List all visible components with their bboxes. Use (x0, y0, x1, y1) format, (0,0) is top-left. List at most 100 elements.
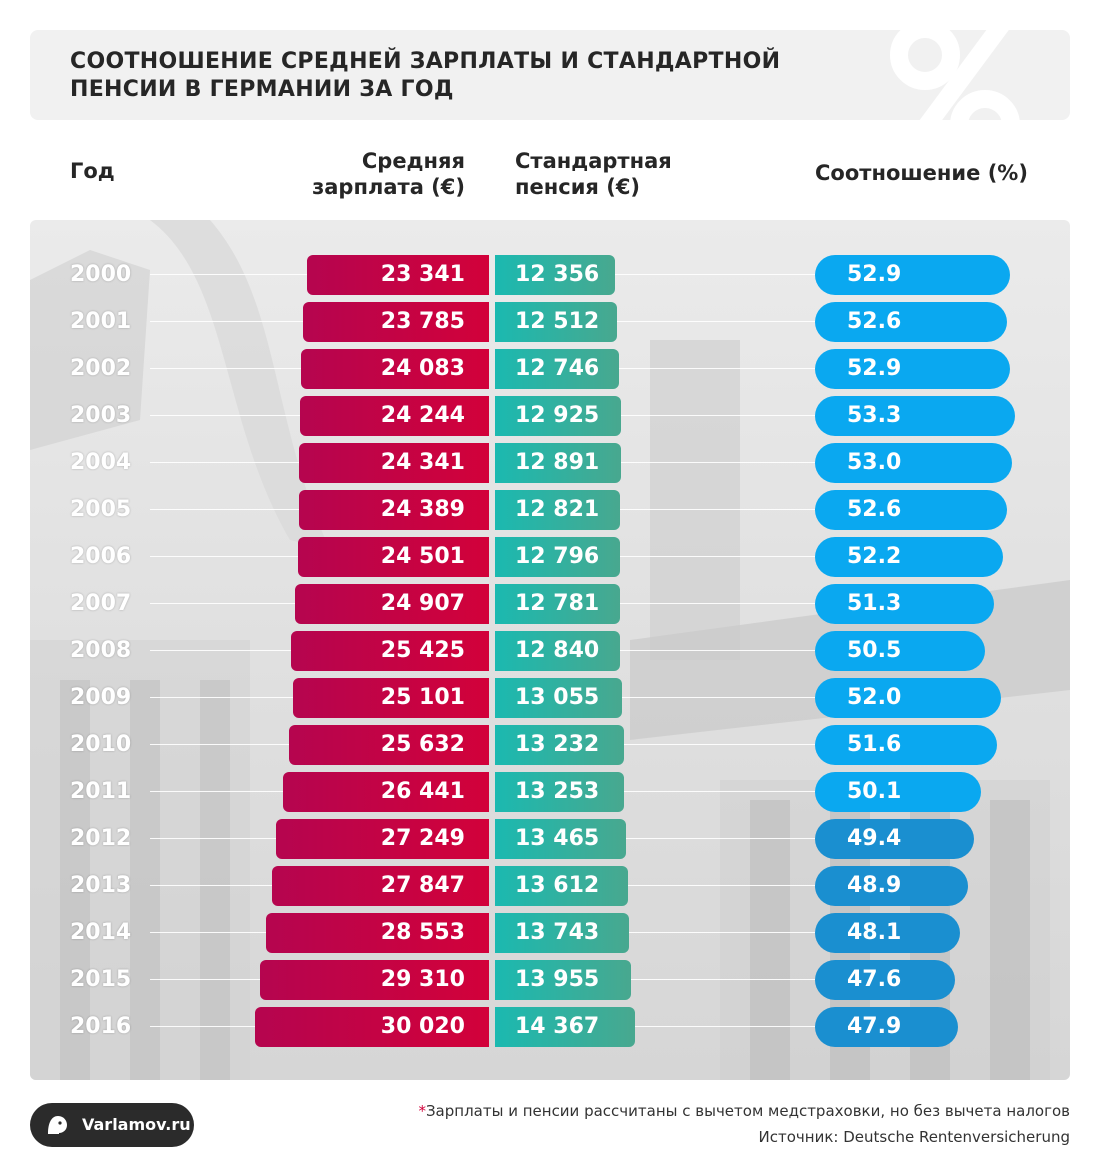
table-row: 2001 23 785 12 512 52.6 (30, 302, 1070, 342)
salary-value: 24 501 (380, 544, 465, 569)
salary-value: 23 341 (380, 262, 465, 287)
pension-bar: 13 955 (495, 960, 632, 1000)
salary-bar: 24 501 (297, 537, 489, 577)
ratio-value: 50.1 (847, 779, 902, 804)
pension-bar: 13 743 (495, 913, 629, 953)
salary-bar: 26 441 (282, 772, 489, 812)
pension-value: 13 465 (515, 826, 600, 851)
title-banner: СООТНОШЕНИЕ СРЕДНЕЙ ЗАРПЛАТЫ И СТАНДАРТН… (30, 30, 1070, 120)
ratio-value: 49.4 (847, 826, 902, 851)
guide-line (624, 791, 815, 792)
year-label: 2001 (70, 309, 132, 334)
pension-bar: 12 821 (495, 490, 620, 530)
year-label: 2005 (70, 497, 132, 522)
ratio-pill: 49.4 (815, 819, 974, 859)
guide-line (150, 556, 298, 557)
salary-value: 24 341 (380, 450, 465, 475)
pension-value: 13 253 (515, 779, 600, 804)
ratio-pill: 50.5 (815, 631, 986, 671)
salary-value: 25 425 (380, 638, 465, 663)
salary-value: 26 441 (380, 779, 465, 804)
guide-line (615, 274, 815, 275)
salary-bar: 23 341 (306, 255, 489, 295)
guide-line (619, 603, 815, 604)
ratio-value: 52.6 (847, 497, 902, 522)
ratio-value: 51.6 (847, 732, 902, 757)
pension-value: 12 512 (515, 309, 600, 334)
pension-bar: 13 612 (495, 866, 628, 906)
salary-value: 24 907 (380, 591, 465, 616)
salary-bar: 24 341 (299, 443, 489, 483)
pension-value: 13 743 (515, 920, 600, 945)
guide-line (624, 744, 815, 745)
header-pension: Стандартная пенсия (€) (515, 149, 672, 199)
pension-bar: 12 512 (495, 302, 617, 342)
ratio-pill: 52.6 (815, 490, 1008, 530)
salary-value: 28 553 (380, 920, 465, 945)
ratio-pill: 52.9 (815, 349, 1011, 389)
year-label: 2012 (70, 826, 132, 851)
salary-bar: 30 020 (254, 1007, 489, 1047)
ratio-value: 51.3 (847, 591, 902, 616)
ratio-value: 47.6 (847, 967, 902, 992)
guide-line (150, 462, 300, 463)
pension-bar: 13 055 (495, 678, 623, 718)
guide-line (150, 603, 295, 604)
table-row: 2000 23 341 12 356 52.9 (30, 255, 1070, 295)
pension-bar: 12 746 (495, 349, 620, 389)
ratio-pill: 52.2 (815, 537, 1004, 577)
table-row: 2005 24 389 12 821 52.6 (30, 490, 1070, 530)
pension-value: 12 891 (515, 450, 600, 475)
year-label: 2002 (70, 356, 132, 381)
salary-bar: 25 632 (289, 725, 489, 765)
salary-bar: 27 249 (276, 819, 489, 859)
table-row: 2009 25 101 13 055 52.0 (30, 678, 1070, 718)
salary-bar: 24 244 (299, 396, 489, 436)
guide-line (616, 321, 815, 322)
table-row: 2012 27 249 13 465 49.4 (30, 819, 1070, 859)
guide-line (150, 415, 300, 416)
pension-value: 12 746 (515, 356, 600, 381)
percent-icon (890, 30, 1020, 120)
salary-value: 25 101 (380, 685, 465, 710)
ratio-pill: 48.9 (815, 866, 969, 906)
table-row: 2010 25 632 13 232 51.6 (30, 725, 1070, 765)
guide-line (620, 650, 815, 651)
guide-line (150, 1026, 255, 1027)
pension-bar: 13 465 (495, 819, 627, 859)
ratio-pill: 51.3 (815, 584, 994, 624)
year-label: 2009 (70, 685, 132, 710)
ratio-pill: 47.9 (815, 1007, 958, 1047)
ratio-pill: 48.1 (815, 913, 961, 953)
salary-bar: 25 425 (290, 631, 489, 671)
logo-text: Varlamov.ru (82, 1115, 191, 1134)
pension-value: 13 955 (515, 967, 600, 992)
pension-bar: 14 367 (495, 1007, 636, 1047)
guide-line (620, 462, 815, 463)
pension-bar: 12 781 (495, 584, 620, 624)
pension-value: 13 055 (515, 685, 600, 710)
year-label: 2004 (70, 450, 132, 475)
guide-line (150, 791, 283, 792)
pension-bar: 12 925 (495, 396, 622, 436)
pension-value: 12 821 (515, 497, 600, 522)
salary-bar: 24 907 (294, 584, 489, 624)
year-label: 2003 (70, 403, 132, 428)
guide-line (150, 932, 267, 933)
salary-value: 24 083 (380, 356, 465, 381)
ratio-pill: 53.0 (815, 443, 1012, 483)
year-label: 2010 (70, 732, 132, 757)
table-row: 2013 27 847 13 612 48.9 (30, 866, 1070, 906)
guide-line (150, 744, 290, 745)
salary-value: 27 847 (380, 873, 465, 898)
salary-bar: 29 310 (260, 960, 489, 1000)
varlamov-logo[interactable]: Varlamov.ru (30, 1103, 194, 1147)
guide-line (150, 650, 291, 651)
salary-value: 25 632 (380, 732, 465, 757)
salary-bar: 28 553 (266, 913, 489, 953)
ratio-pill: 51.6 (815, 725, 997, 765)
salary-bar: 24 083 (301, 349, 489, 389)
pension-bar: 12 891 (495, 443, 621, 483)
ratio-value: 52.6 (847, 309, 902, 334)
ratio-pill: 50.1 (815, 772, 982, 812)
